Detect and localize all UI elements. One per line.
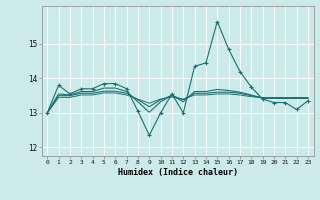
X-axis label: Humidex (Indice chaleur): Humidex (Indice chaleur) xyxy=(118,168,237,177)
